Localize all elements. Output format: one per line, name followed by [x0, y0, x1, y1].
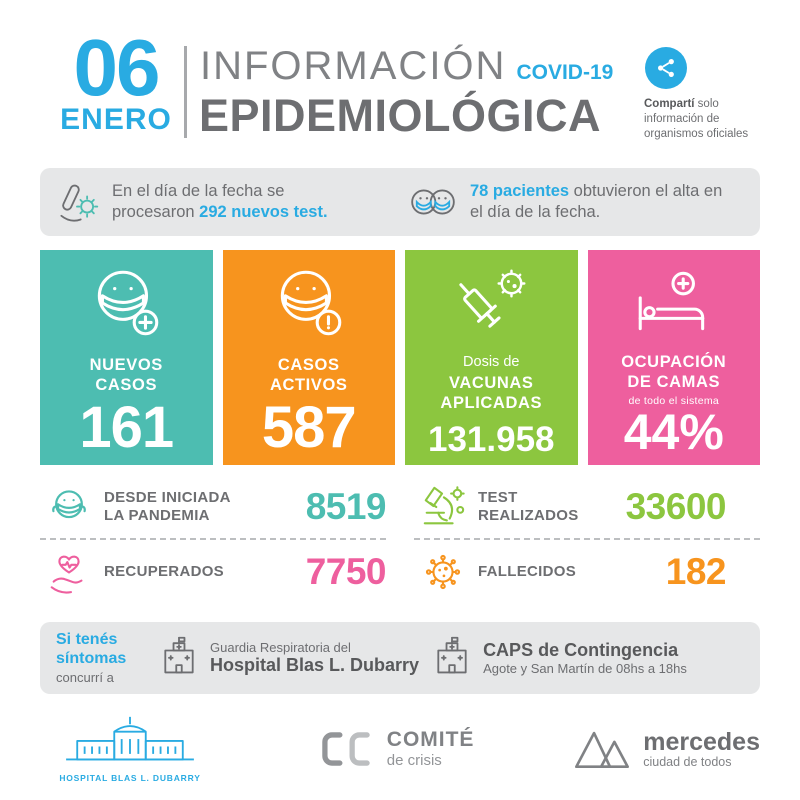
share-note-bold: Compartí [644, 98, 695, 110]
card-vacunas: Dosis de VACUNAS APLICADAS 131.958 [405, 250, 578, 465]
test-realizados-value: 33600 [625, 486, 727, 527]
mercedes-logo-text: mercedes ciudad de todos [643, 727, 760, 770]
virus-icon [414, 551, 472, 593]
daily-notice-bar: En el día de la fecha se procesaron 292 … [40, 168, 760, 236]
masked-face-plus-icon [85, 256, 167, 352]
stat-recuperados: RECUPERADOS 7750 [40, 540, 387, 604]
stat-test-realizados: TEST REALIZADOS 33600 [414, 476, 760, 540]
footer-logos: HOSPITAL BLAS L. DUBARRY COMITÉ de crisi… [40, 706, 760, 792]
hospital-bed-icon [630, 256, 718, 349]
comite-logo-text: COMITÉ de crisis [386, 728, 475, 769]
header-divider [184, 46, 187, 138]
fallecidos-value: 182 [665, 551, 727, 592]
discharged-highlight: 78 pacientes [470, 181, 570, 200]
title-line1: INFORMACIÓN COVID-19 [200, 44, 613, 89]
nuevos-casos-value: 161 [79, 395, 174, 460]
pandemia-value: 8519 [305, 486, 387, 527]
dubarry-logo: HOSPITAL BLAS L. DUBARRY [40, 715, 220, 783]
tests-notice-pre: En el día de la fecha se procesaron [112, 181, 285, 221]
covid-19-tag: COVID-19 [516, 61, 614, 84]
discharged-notice: 78 pacientes obtuvieron el alta en el dí… [408, 181, 728, 223]
stat-label: DESDE INICIADA LA PANDEMIA [104, 489, 231, 524]
camas-sub-label: de todo el sistema [628, 395, 720, 407]
dubarry-building-icon [66, 716, 194, 761]
guardia-respiratoria: Guardia Respiratoria del Hospital Blas L… [210, 640, 420, 676]
vacunas-value: 131.958 [427, 420, 555, 459]
hospital-building-icon [431, 635, 473, 682]
card-label: VACUNAS APLICADAS [440, 374, 543, 412]
tests-notice: En el día de la fecha se procesaron 292 … [54, 179, 390, 225]
totals-grid: DESDE INICIADA LA PANDEMIA 8519 [40, 476, 760, 604]
caps-contingencia: CAPS de Contingencia Agote y San Martín … [483, 640, 687, 676]
title-informacion: INFORMACIÓN [200, 44, 507, 88]
date-day: 06 [73, 23, 161, 112]
stat-label: FALLECIDOS [478, 563, 577, 580]
hospital-building-icon [158, 635, 200, 682]
tests-notice-highlight: 292 nuevos test. [199, 203, 328, 221]
casos-activos-value: 587 [261, 395, 357, 460]
stat-pandemia: DESDE INICIADA LA PANDEMIA 8519 [40, 476, 387, 540]
stat-label: TEST REALIZADOS [478, 489, 579, 524]
dubarry-logo-label: HOSPITAL BLAS L. DUBARRY [59, 773, 201, 783]
stat-cards: NUEVOS CASOS 161 CASOS ACTIVOS [40, 250, 760, 465]
syringe-virus-icon [448, 256, 534, 352]
heart-hand-icon [40, 549, 98, 595]
stat-label: RECUPERADOS [104, 563, 224, 580]
recuperados-value: 7750 [305, 551, 387, 592]
card-label: OCUPACIÓN DE CAMAS [621, 353, 727, 392]
comite-logo-icon [322, 732, 370, 766]
title-line2: EPIDEMIOLÓGICA [199, 90, 602, 141]
date-month: ENERO [60, 103, 172, 136]
share-note-rest: solo información de organismos oficiales [644, 98, 749, 140]
pandemic-mask-icon [40, 485, 98, 529]
share-glyph [658, 59, 674, 77]
camas-value: 44% [623, 404, 724, 460]
card-casos-activos: CASOS ACTIVOS 587 [222, 250, 395, 465]
mercedes-logo: mercedes ciudad de todos [571, 726, 760, 772]
stat-fallecidos: FALLECIDOS 182 [414, 540, 760, 604]
mercedes-logo-icon [575, 731, 630, 769]
symptoms-bar: Si tenés síntomas concurrí a Guardia Res… [40, 622, 760, 694]
masked-face-alert-icon [268, 256, 350, 352]
comite-logo: COMITÉ de crisis [317, 728, 475, 770]
discharged-post: obtuvieron el alta en el día de la fecha… [470, 181, 723, 221]
discharged-patients-icon [411, 189, 455, 215]
discharged-notice-text: 78 pacientes obtuvieron el alta en el dí… [470, 181, 728, 223]
microscope-icon [414, 484, 472, 530]
share-icon[interactable] [645, 47, 687, 89]
card-label: CASOS ACTIVOS [269, 356, 348, 394]
vacunas-pre-label: Dosis de [463, 354, 520, 370]
card-nuevos-casos: NUEVOS CASOS 161 [40, 250, 213, 465]
card-label: NUEVOS CASOS [89, 356, 163, 394]
symptoms-title: Si tenés síntomas concurrí a [56, 631, 127, 685]
tests-notice-text: En el día de la fecha se procesaron 292 … [112, 181, 364, 223]
test-tube-icon [60, 184, 99, 222]
card-camas: OCUPACIÓN DE CAMAS de todo el sistema 44… [587, 250, 760, 465]
share-note: Compartí solo información de organismos … [644, 97, 766, 142]
